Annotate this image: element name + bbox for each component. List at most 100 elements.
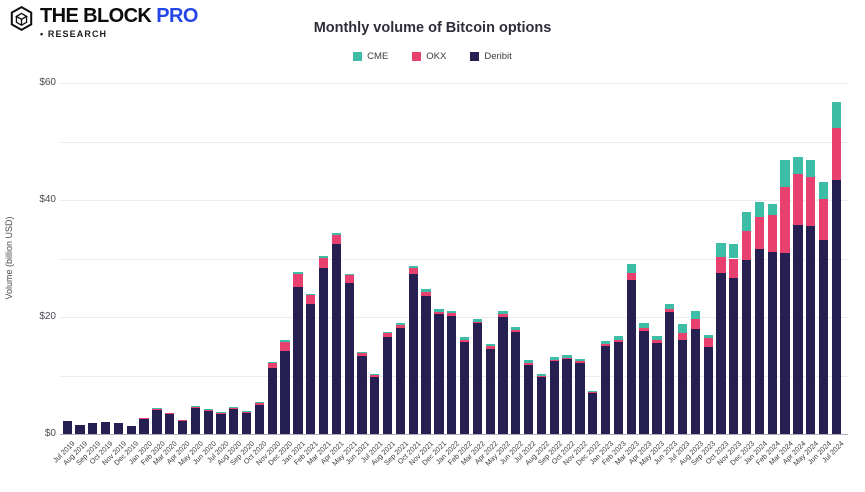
- bar-deribit-dec-2019[interactable]: [126, 425, 136, 434]
- bar-deribit-sep-2022[interactable]: [549, 361, 559, 434]
- bar-deribit-jan-2021[interactable]: [293, 287, 303, 434]
- bar-cme-jul-2022[interactable]: [524, 360, 534, 363]
- bar-deribit-jul-2021[interactable]: [370, 376, 380, 434]
- bar-cme-oct-2022[interactable]: [562, 355, 572, 358]
- bar-deribit-jun-2020[interactable]: [203, 410, 213, 434]
- bar-deribit-oct-2022[interactable]: [562, 359, 572, 434]
- bar-deribit-oct-2023[interactable]: [716, 272, 726, 434]
- bar-okx-jun-2024[interactable]: [818, 198, 829, 240]
- bar-deribit-aug-2020[interactable]: [229, 409, 239, 434]
- bar-okx-jul-2022[interactable]: [524, 362, 534, 365]
- bar-okx-mar-2021[interactable]: [318, 257, 329, 268]
- bar-okx-dec-2021[interactable]: [434, 311, 444, 315]
- bar-cme-apr-2023[interactable]: [639, 322, 649, 328]
- bar-cme-feb-2022[interactable]: [459, 336, 470, 340]
- bar-cme-nov-2020[interactable]: [267, 362, 277, 363]
- bar-okx-jul-2023[interactable]: [677, 332, 688, 340]
- bar-okx-aug-2021[interactable]: [383, 333, 393, 337]
- bar-okx-may-2022[interactable]: [498, 314, 508, 317]
- bar-okx-sep-2022[interactable]: [549, 360, 559, 362]
- bar-okx-jul-2020[interactable]: [216, 412, 226, 414]
- bar-deribit-jan-2024[interactable]: [754, 248, 765, 434]
- bar-cme-oct-2021[interactable]: [408, 265, 418, 269]
- bar-deribit-jul-2020[interactable]: [216, 413, 226, 434]
- bar-okx-jul-2021[interactable]: [370, 374, 380, 377]
- bar-deribit-mar-2021[interactable]: [318, 267, 329, 434]
- bar-okx-may-2024[interactable]: [806, 177, 816, 227]
- bar-deribit-dec-2023[interactable]: [741, 260, 752, 434]
- bar-deribit-aug-2022[interactable]: [536, 377, 547, 434]
- bar-okx-apr-2021[interactable]: [331, 234, 342, 244]
- bar-cme-aug-2022[interactable]: [536, 373, 547, 377]
- bar-cme-feb-2023[interactable]: [613, 335, 624, 340]
- bar-deribit-oct-2019[interactable]: [100, 422, 111, 434]
- bar-cme-sep-2021[interactable]: [395, 322, 406, 326]
- bar-cme-jun-2023[interactable]: [665, 303, 675, 309]
- bar-okx-dec-2023[interactable]: [741, 231, 752, 261]
- bar-cme-feb-2021[interactable]: [306, 293, 316, 296]
- bar-okx-apr-2023[interactable]: [639, 327, 649, 332]
- bar-cme-dec-2020[interactable]: [280, 340, 290, 343]
- bar-okx-nov-2020[interactable]: [267, 362, 277, 369]
- bar-okx-oct-2021[interactable]: [408, 268, 418, 275]
- bar-cme-dec-2022[interactable]: [588, 390, 598, 393]
- bar-cme-sep-2020[interactable]: [241, 410, 252, 412]
- bar-cme-mar-2021[interactable]: [318, 256, 329, 258]
- bar-okx-jun-2020[interactable]: [203, 410, 213, 411]
- bar-deribit-apr-2022[interactable]: [485, 348, 495, 434]
- bar-deribit-apr-2024[interactable]: [793, 224, 803, 434]
- bar-cme-nov-2023[interactable]: [729, 244, 739, 259]
- bar-cme-feb-2024[interactable]: [767, 204, 777, 216]
- bar-deribit-sep-2023[interactable]: [703, 347, 713, 434]
- bar-deribit-apr-2023[interactable]: [639, 331, 649, 434]
- bar-deribit-aug-2023[interactable]: [690, 328, 700, 434]
- bar-cme-jun-2021[interactable]: [357, 352, 367, 354]
- bar-deribit-feb-2022[interactable]: [459, 341, 470, 434]
- bar-okx-aug-2022[interactable]: [536, 376, 547, 378]
- bar-deribit-dec-2020[interactable]: [280, 350, 290, 434]
- bar-deribit-jun-2023[interactable]: [665, 312, 675, 434]
- bar-cme-jul-2020[interactable]: [216, 411, 226, 413]
- bar-okx-feb-2020[interactable]: [152, 408, 162, 410]
- bar-okx-mar-2023[interactable]: [626, 273, 636, 281]
- bar-cme-jan-2022[interactable]: [447, 310, 457, 314]
- bar-deribit-jan-2022[interactable]: [447, 315, 457, 434]
- bar-cme-nov-2022[interactable]: [575, 358, 585, 362]
- bar-cme-apr-2024[interactable]: [793, 156, 803, 175]
- bar-cme-jan-2024[interactable]: [754, 202, 765, 217]
- bar-cme-oct-2023[interactable]: [716, 242, 726, 258]
- bar-deribit-feb-2024[interactable]: [767, 252, 777, 434]
- bar-okx-aug-2023[interactable]: [690, 319, 700, 329]
- legend-item-deribit[interactable]: Deribit: [470, 51, 512, 62]
- bar-cme-feb-2020[interactable]: [152, 408, 162, 409]
- bar-okx-mar-2022[interactable]: [472, 321, 483, 324]
- bar-deribit-jul-2019[interactable]: [62, 421, 72, 434]
- bar-okx-apr-2024[interactable]: [793, 174, 803, 225]
- bar-okx-jan-2023[interactable]: [600, 344, 611, 346]
- bar-cme-jun-2022[interactable]: [511, 326, 521, 330]
- bar-cme-apr-2022[interactable]: [485, 344, 495, 347]
- bar-okx-may-2023[interactable]: [652, 340, 662, 344]
- bar-cme-may-2021[interactable]: [344, 273, 354, 276]
- bar-deribit-jun-2024[interactable]: [818, 239, 829, 434]
- bar-cme-aug-2020[interactable]: [229, 407, 239, 408]
- bar-okx-dec-2020[interactable]: [280, 342, 290, 351]
- bar-okx-oct-2022[interactable]: [562, 357, 572, 360]
- bar-deribit-may-2021[interactable]: [344, 283, 354, 434]
- bar-cme-jul-2021[interactable]: [370, 373, 380, 375]
- legend-item-okx[interactable]: OKX: [412, 51, 446, 62]
- bar-deribit-may-2022[interactable]: [498, 317, 508, 434]
- bar-deribit-sep-2019[interactable]: [88, 422, 98, 434]
- bar-deribit-feb-2020[interactable]: [152, 410, 162, 434]
- bar-okx-apr-2020[interactable]: [177, 419, 188, 421]
- bar-deribit-aug-2021[interactable]: [383, 336, 393, 434]
- bar-deribit-oct-2020[interactable]: [254, 404, 265, 434]
- bar-cme-sep-2023[interactable]: [703, 334, 713, 339]
- bar-deribit-nov-2021[interactable]: [421, 295, 431, 434]
- bar-deribit-aug-2019[interactable]: [75, 425, 85, 434]
- bar-deribit-mar-2023[interactable]: [626, 280, 636, 434]
- bar-cme-aug-2023[interactable]: [690, 310, 700, 320]
- bar-cme-may-2024[interactable]: [806, 159, 816, 178]
- bar-deribit-sep-2020[interactable]: [241, 412, 252, 434]
- bar-okx-nov-2021[interactable]: [421, 291, 431, 296]
